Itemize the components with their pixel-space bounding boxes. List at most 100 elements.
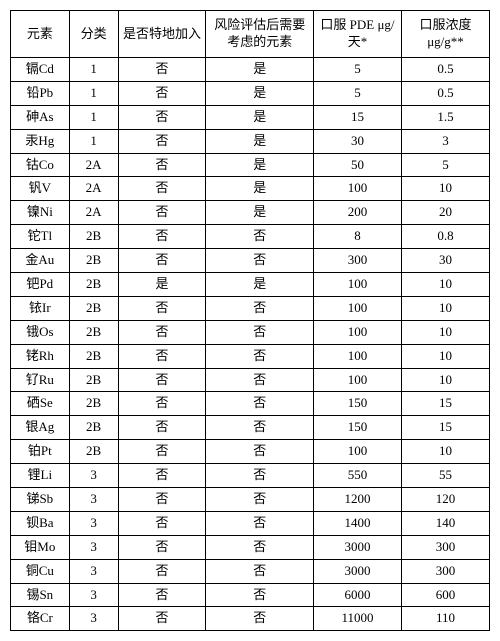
table-row: 锑Sb3否否1200120: [11, 488, 490, 512]
cell-pde: 8: [314, 225, 402, 249]
table-row: 铬Cr3否否11000110: [11, 607, 490, 631]
cell-el: 铂Pt: [11, 440, 70, 464]
cell-pde: 100: [314, 296, 402, 320]
header-risk: 风险评估后需要考虑的元素: [206, 11, 314, 58]
cell-conc: 120: [401, 488, 489, 512]
table-row: 钌Ru2B否否10010: [11, 368, 490, 392]
cell-add: 否: [118, 249, 206, 273]
cell-pde: 100: [314, 273, 402, 297]
header-element: 元素: [11, 11, 70, 58]
cell-conc: 600: [401, 583, 489, 607]
table-row: 锇Os2B否否10010: [11, 320, 490, 344]
cell-conc: 15: [401, 392, 489, 416]
cell-risk: 否: [206, 607, 314, 631]
cell-add: 否: [118, 153, 206, 177]
cell-conc: 140: [401, 511, 489, 535]
cell-cat: 2B: [69, 320, 118, 344]
cell-pde: 1200: [314, 488, 402, 512]
cell-conc: 110: [401, 607, 489, 631]
cell-cat: 2A: [69, 201, 118, 225]
cell-add: 否: [118, 81, 206, 105]
cell-risk: 否: [206, 488, 314, 512]
cell-risk: 是: [206, 81, 314, 105]
table-row: 砷As1否是151.5: [11, 105, 490, 129]
cell-cat: 3: [69, 583, 118, 607]
table-row: 镉Cd1否是50.5: [11, 58, 490, 82]
cell-risk: 否: [206, 296, 314, 320]
cell-cat: 2B: [69, 416, 118, 440]
cell-pde: 1400: [314, 511, 402, 535]
cell-conc: 10: [401, 368, 489, 392]
table-row: 铅Pb1否是50.5: [11, 81, 490, 105]
cell-conc: 15: [401, 416, 489, 440]
cell-cat: 3: [69, 535, 118, 559]
cell-add: 否: [118, 58, 206, 82]
cell-risk: 否: [206, 511, 314, 535]
header-pde: 口服 PDE μg/天*: [314, 11, 402, 58]
element-limits-table: 元素 分类 是否特地加入 风险评估后需要考虑的元素 口服 PDE μg/天* 口…: [10, 10, 490, 631]
cell-el: 钴Co: [11, 153, 70, 177]
cell-add: 否: [118, 344, 206, 368]
cell-cat: 2A: [69, 153, 118, 177]
cell-el: 银Ag: [11, 416, 70, 440]
cell-pde: 5: [314, 58, 402, 82]
cell-conc: 10: [401, 320, 489, 344]
cell-add: 否: [118, 177, 206, 201]
cell-el: 铊Tl: [11, 225, 70, 249]
cell-el: 锡Sn: [11, 583, 70, 607]
cell-conc: 0.5: [401, 58, 489, 82]
cell-conc: 10: [401, 177, 489, 201]
cell-el: 镉Cd: [11, 58, 70, 82]
cell-risk: 否: [206, 225, 314, 249]
cell-conc: 10: [401, 344, 489, 368]
cell-cat: 3: [69, 511, 118, 535]
table-row: 硒Se2B否否15015: [11, 392, 490, 416]
cell-conc: 20: [401, 201, 489, 225]
cell-risk: 否: [206, 320, 314, 344]
cell-el: 硒Se: [11, 392, 70, 416]
cell-add: 否: [118, 559, 206, 583]
cell-risk: 是: [206, 177, 314, 201]
cell-add: 否: [118, 535, 206, 559]
table-row: 铂Pt2B否否10010: [11, 440, 490, 464]
cell-cat: 2B: [69, 273, 118, 297]
cell-conc: 1.5: [401, 105, 489, 129]
cell-cat: 2B: [69, 392, 118, 416]
cell-el: 汞Hg: [11, 129, 70, 153]
cell-risk: 是: [206, 273, 314, 297]
cell-risk: 否: [206, 559, 314, 583]
cell-pde: 50: [314, 153, 402, 177]
cell-el: 锂Li: [11, 464, 70, 488]
cell-cat: 2B: [69, 344, 118, 368]
cell-add: 否: [118, 488, 206, 512]
cell-cat: 1: [69, 129, 118, 153]
cell-cat: 3: [69, 488, 118, 512]
cell-risk: 是: [206, 129, 314, 153]
table-row: 钡Ba3否否1400140: [11, 511, 490, 535]
cell-conc: 300: [401, 535, 489, 559]
cell-conc: 30: [401, 249, 489, 273]
cell-risk: 否: [206, 440, 314, 464]
cell-pde: 30: [314, 129, 402, 153]
cell-pde: 5: [314, 81, 402, 105]
cell-risk: 否: [206, 416, 314, 440]
cell-el: 钌Ru: [11, 368, 70, 392]
cell-cat: 1: [69, 105, 118, 129]
cell-cat: 2A: [69, 177, 118, 201]
cell-add: 否: [118, 201, 206, 225]
table-row: 钼Mo3否否3000300: [11, 535, 490, 559]
cell-risk: 否: [206, 368, 314, 392]
cell-add: 否: [118, 225, 206, 249]
cell-cat: 2B: [69, 368, 118, 392]
cell-risk: 是: [206, 58, 314, 82]
cell-add: 否: [118, 583, 206, 607]
cell-risk: 否: [206, 583, 314, 607]
cell-pde: 100: [314, 344, 402, 368]
cell-add: 否: [118, 129, 206, 153]
cell-risk: 是: [206, 105, 314, 129]
cell-pde: 100: [314, 177, 402, 201]
table-row: 铱Ir2B否否10010: [11, 296, 490, 320]
cell-add: 是: [118, 273, 206, 297]
table-row: 钴Co2A否是505: [11, 153, 490, 177]
cell-conc: 300: [401, 559, 489, 583]
